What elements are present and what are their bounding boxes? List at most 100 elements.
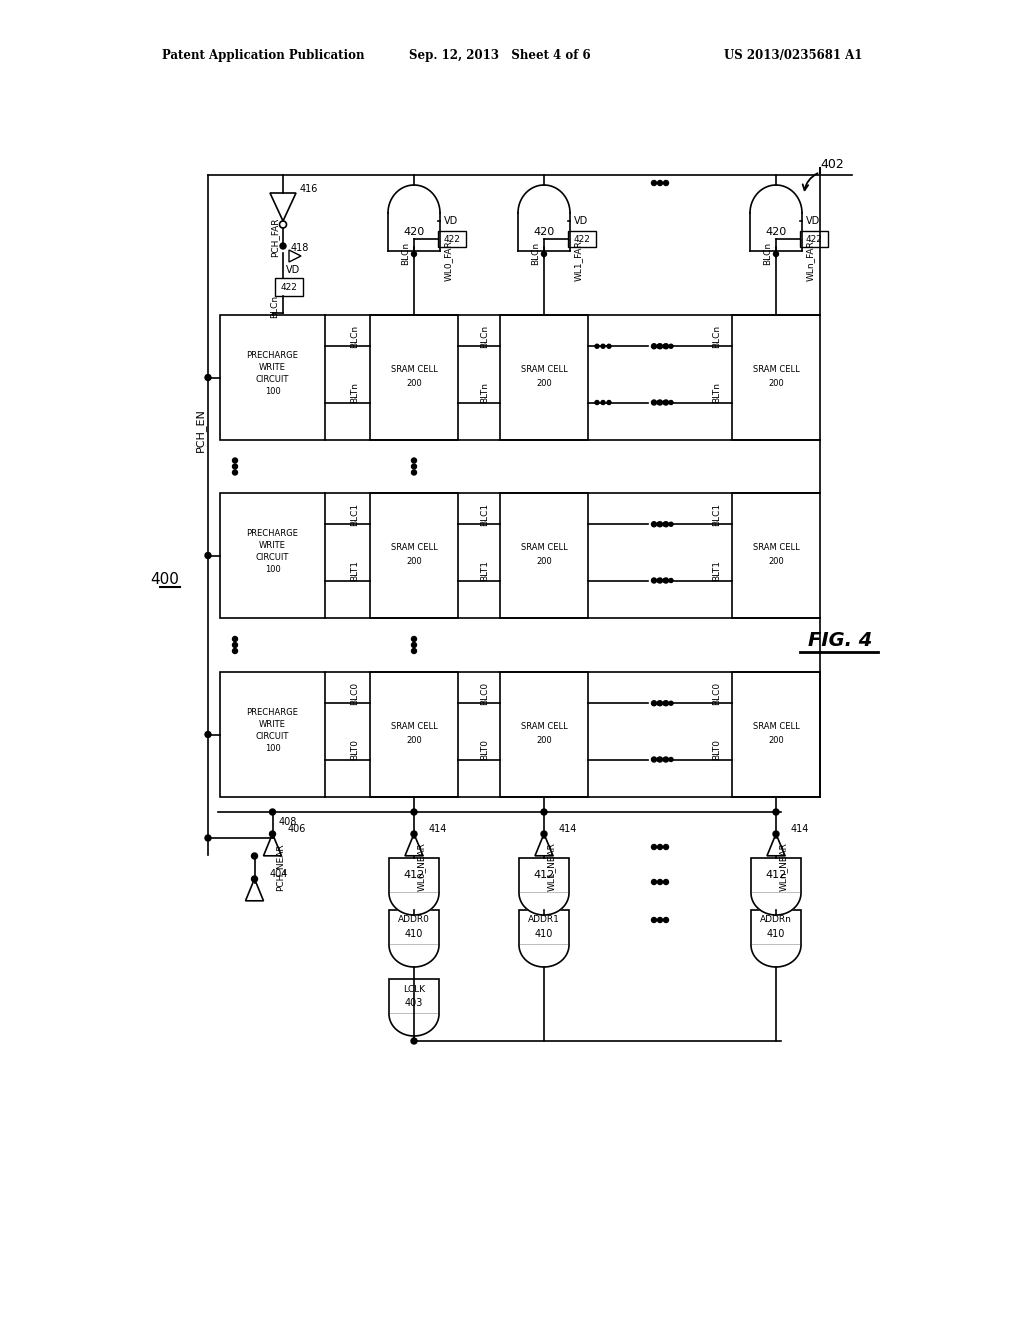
Bar (500, 315, 588, 440)
Text: WL1_NEAR: WL1_NEAR (547, 842, 556, 891)
Circle shape (205, 553, 211, 558)
Text: BLTn: BLTn (480, 381, 489, 403)
Text: SRAM CELL: SRAM CELL (390, 722, 437, 731)
Text: US 2013/0235681 A1: US 2013/0235681 A1 (724, 49, 862, 62)
Circle shape (664, 400, 669, 405)
Circle shape (541, 832, 547, 837)
Text: BLCn: BLCn (480, 325, 489, 347)
Circle shape (657, 400, 662, 404)
Circle shape (232, 465, 238, 469)
Circle shape (651, 845, 656, 850)
Text: 414: 414 (559, 824, 578, 834)
Bar (370, 672, 458, 797)
Circle shape (252, 876, 257, 882)
Polygon shape (389, 1014, 439, 1036)
Text: BLCn: BLCn (350, 325, 359, 347)
Bar (519, 909, 569, 945)
Circle shape (651, 181, 656, 186)
Circle shape (657, 181, 663, 186)
Circle shape (657, 578, 663, 583)
Circle shape (657, 758, 662, 762)
Text: BLCn: BLCn (270, 294, 280, 318)
Text: BLT1: BLT1 (713, 560, 722, 581)
Text: 412: 412 (403, 870, 425, 880)
Polygon shape (289, 249, 301, 261)
Circle shape (269, 832, 275, 837)
Text: 414: 414 (791, 824, 809, 834)
Text: BLC1: BLC1 (350, 503, 359, 525)
Text: 410: 410 (535, 929, 553, 939)
Circle shape (773, 809, 779, 814)
Circle shape (651, 578, 656, 583)
Text: BLT1: BLT1 (350, 560, 359, 581)
Circle shape (773, 252, 778, 256)
Text: BLC0: BLC0 (350, 681, 359, 705)
Text: 412: 412 (534, 870, 555, 880)
Circle shape (664, 343, 669, 348)
Bar (220, 492, 325, 618)
Text: PCH_FAR: PCH_FAR (270, 218, 280, 257)
Text: BLC0: BLC0 (480, 681, 489, 705)
Text: Patent Application Publication: Patent Application Publication (162, 49, 365, 62)
Circle shape (280, 243, 286, 249)
Polygon shape (246, 879, 263, 900)
Text: 402: 402 (820, 158, 844, 172)
Circle shape (669, 400, 673, 404)
Circle shape (657, 756, 663, 762)
Circle shape (669, 758, 673, 762)
Circle shape (412, 648, 417, 653)
Circle shape (663, 400, 667, 404)
Polygon shape (751, 945, 801, 968)
Bar (732, 672, 820, 797)
Bar (751, 858, 801, 894)
Text: 100: 100 (264, 387, 281, 396)
Text: BLCn: BLCn (764, 242, 772, 264)
Circle shape (657, 845, 663, 850)
Circle shape (663, 578, 667, 582)
Text: WRITE: WRITE (259, 719, 286, 729)
Text: PRECHARGE: PRECHARGE (247, 708, 298, 717)
Polygon shape (750, 185, 802, 213)
Circle shape (601, 345, 605, 348)
Bar (500, 672, 588, 797)
Circle shape (657, 917, 663, 923)
Circle shape (663, 523, 667, 527)
Polygon shape (388, 185, 440, 213)
Text: BLTn: BLTn (713, 381, 722, 403)
Bar (568, 231, 596, 247)
Circle shape (232, 643, 238, 648)
Text: VD: VD (444, 216, 459, 226)
Polygon shape (535, 834, 553, 855)
Text: 100: 100 (264, 744, 281, 752)
Text: 200: 200 (407, 737, 422, 744)
Circle shape (669, 345, 673, 348)
Text: 406: 406 (288, 824, 306, 834)
Bar (732, 492, 820, 618)
Text: 422: 422 (573, 235, 591, 243)
Circle shape (205, 836, 211, 841)
Text: SRAM CELL: SRAM CELL (520, 543, 567, 552)
Text: BLT1: BLT1 (480, 560, 489, 581)
Text: CIRCUIT: CIRCUIT (256, 375, 289, 384)
Text: BLCn: BLCn (401, 242, 411, 264)
Text: 414: 414 (429, 824, 447, 834)
Text: 200: 200 (768, 557, 784, 566)
Text: 410: 410 (767, 929, 785, 939)
Circle shape (664, 917, 669, 923)
Text: FIG. 4: FIG. 4 (808, 631, 872, 649)
Polygon shape (263, 834, 282, 855)
Bar (389, 979, 439, 1014)
Text: BLT0: BLT0 (713, 739, 722, 760)
Circle shape (657, 345, 662, 348)
Circle shape (607, 400, 611, 404)
Text: 420: 420 (534, 227, 555, 238)
Circle shape (664, 181, 669, 186)
Polygon shape (270, 193, 296, 220)
Circle shape (664, 701, 669, 706)
Text: 200: 200 (768, 737, 784, 744)
Text: VD: VD (286, 265, 300, 275)
Text: 100: 100 (264, 565, 281, 574)
Text: SRAM CELL: SRAM CELL (390, 543, 437, 552)
Bar (220, 672, 325, 797)
Circle shape (411, 1038, 417, 1044)
